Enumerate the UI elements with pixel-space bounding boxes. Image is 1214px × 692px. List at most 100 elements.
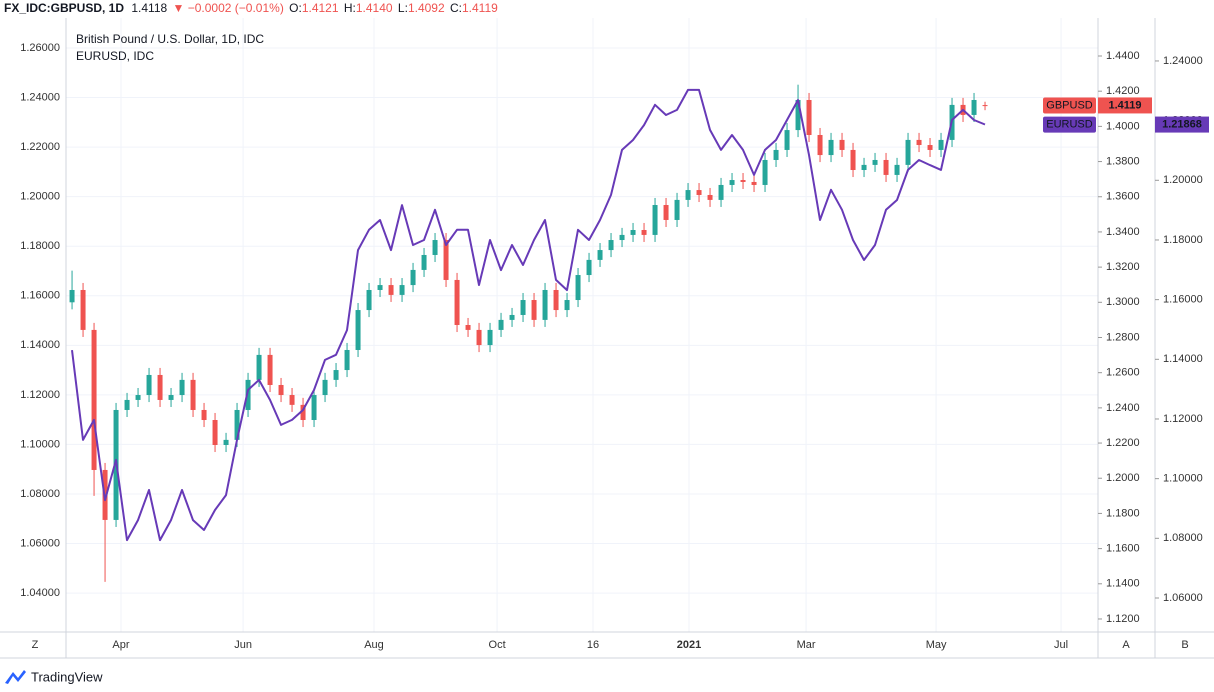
candle-body xyxy=(663,205,669,220)
x-tick-label: Mar xyxy=(797,639,816,651)
candle-body xyxy=(509,314,515,320)
change: ▼ −0.0002 (−0.01%) xyxy=(173,1,284,15)
candle-body xyxy=(366,289,372,311)
symbol: FX_IDC:GBPUSD, 1D xyxy=(4,1,124,15)
ohlc-key: O: xyxy=(289,1,302,15)
y-tick-label: 1.18000 xyxy=(1163,234,1203,246)
candle-body xyxy=(751,181,757,185)
y-tick-label: 1.16000 xyxy=(20,290,60,302)
candle-body xyxy=(91,329,97,470)
candle-body xyxy=(377,285,383,290)
y-tick-label: 1.3800 xyxy=(1106,155,1140,167)
candle-body xyxy=(311,395,317,421)
ohlc-value: 1.4092 xyxy=(408,1,445,15)
y-tick-label: 1.1600 xyxy=(1106,543,1140,555)
y-tick-label: 1.2000 xyxy=(1106,472,1140,484)
ohlc-value: 1.4121 xyxy=(302,1,339,15)
candle-body xyxy=(267,354,273,385)
candle-body xyxy=(322,379,328,396)
candle-body xyxy=(531,300,537,320)
x-tick-label: Apr xyxy=(112,639,129,651)
candle-body xyxy=(278,384,284,396)
candle-body xyxy=(927,145,933,150)
y-tick-label: 1.24000 xyxy=(1163,55,1203,67)
axis-button[interactable]: Z xyxy=(32,639,39,651)
candle-body xyxy=(69,289,75,303)
candle-body xyxy=(685,190,691,200)
candle-body xyxy=(146,374,152,396)
candle-body xyxy=(135,395,141,400)
legend-entry[interactable]: British Pound / U.S. Dollar, 1D, IDC xyxy=(76,32,264,46)
grid xyxy=(66,18,1098,632)
candle-body xyxy=(652,205,658,235)
price-tag-name: EURUSD xyxy=(1046,118,1093,130)
candle-body xyxy=(344,349,350,371)
x-tick-label: Jul xyxy=(1054,639,1068,651)
candle-body xyxy=(718,184,724,200)
candle-body xyxy=(806,99,812,135)
candle-body xyxy=(641,229,647,235)
candle-body xyxy=(498,319,504,330)
y-tick-label: 1.3000 xyxy=(1106,296,1140,308)
y-tick-label: 1.1800 xyxy=(1106,507,1140,519)
candle-body xyxy=(762,159,768,185)
candle-body xyxy=(608,240,614,251)
marks xyxy=(69,84,988,582)
candle-body xyxy=(465,325,471,330)
x-tick-label: May xyxy=(926,639,947,651)
y-tick-label: 1.1400 xyxy=(1106,578,1140,590)
axis-button[interactable]: A xyxy=(1122,639,1130,651)
y-tick-label: 1.10000 xyxy=(20,438,60,450)
y-tick-label: 1.08000 xyxy=(1163,532,1203,544)
candle-body xyxy=(905,139,911,165)
y-tick-label: 1.06000 xyxy=(1163,592,1203,604)
candle-body xyxy=(619,234,625,241)
candle-body xyxy=(223,439,229,445)
y-tick-label: 1.1200 xyxy=(1106,613,1140,625)
logo-icon[interactable] xyxy=(5,670,26,684)
y-tick-label: 1.06000 xyxy=(20,537,60,549)
y-tick-label: 1.3200 xyxy=(1106,261,1140,273)
y-tick-label: 1.18000 xyxy=(20,240,60,252)
logo[interactable]: TradingView xyxy=(5,669,103,684)
candle-body xyxy=(443,240,449,280)
axis-button[interactable]: B xyxy=(1181,639,1188,651)
y-tick-label: 1.04000 xyxy=(20,587,60,599)
candle-body xyxy=(212,420,218,445)
candle-body xyxy=(80,289,86,330)
x-tick-label: Oct xyxy=(489,639,506,651)
ohlc-key: H: xyxy=(344,1,356,15)
candle-body xyxy=(289,395,295,405)
price-tag-value: 1.4119 xyxy=(1108,99,1141,111)
legend-entry[interactable]: EURUSD, IDC xyxy=(76,49,154,63)
candle-body xyxy=(300,404,306,421)
candle-body xyxy=(773,149,779,160)
candle-body xyxy=(586,259,592,276)
candle-body xyxy=(850,149,856,171)
candle-body xyxy=(894,164,900,175)
y-tick-label: 1.3600 xyxy=(1106,191,1140,203)
logo-text[interactable]: TradingView xyxy=(31,669,103,684)
y-tick-label: 1.12000 xyxy=(1163,413,1203,425)
candle-body xyxy=(839,139,845,150)
x-tick-label: Aug xyxy=(364,639,384,651)
price: 1.4118 xyxy=(131,1,167,15)
y-tick-label: 1.10000 xyxy=(1163,473,1203,485)
price-tag-value: 1.21868 xyxy=(1162,118,1202,130)
header: FX_IDC:GBPUSD, 1D 1.4118 ▼ −0.0002 (−0.0… xyxy=(4,1,498,15)
candle-body xyxy=(201,409,207,421)
y-tick-label: 1.2800 xyxy=(1106,331,1140,343)
candle-body xyxy=(454,279,460,325)
candle-body xyxy=(982,105,988,107)
y-tick-label: 1.26000 xyxy=(20,42,60,54)
y-tick-label: 1.22000 xyxy=(20,141,60,153)
y-tick-label: 1.4000 xyxy=(1106,120,1140,132)
candle-body xyxy=(487,329,493,346)
y-tick-label: 1.20000 xyxy=(1163,174,1203,186)
y-tick-label: 1.2200 xyxy=(1106,437,1140,449)
candle-body xyxy=(245,379,251,410)
line-series xyxy=(71,88,986,542)
price-tag xyxy=(1155,116,1209,133)
